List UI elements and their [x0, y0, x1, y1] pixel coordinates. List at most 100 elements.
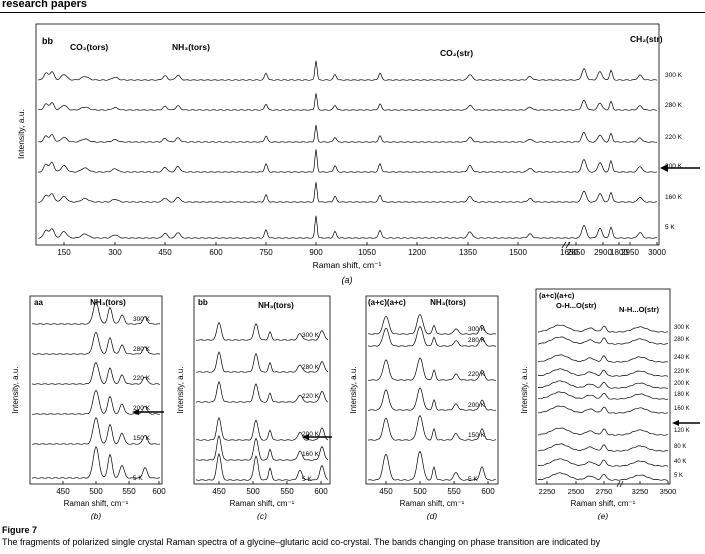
- panel-b-band: NH₃(tors): [90, 298, 126, 307]
- panel-c-xlabel: Raman shift, cm⁻¹: [230, 499, 295, 508]
- panel-c-band: NH₃(tors): [258, 301, 294, 310]
- c-ticks: 450 500 550 600: [212, 481, 328, 496]
- e-phase-arrow: [672, 420, 700, 426]
- e-axis-break: [616, 480, 624, 488]
- c-temp-label: 300 K: [302, 332, 320, 339]
- e-ticks: 2250 2500 2750 3250 3500: [539, 481, 677, 496]
- figure-7: Intensity, a.u. Raman shift, cm⁻¹ (a) bb…: [11, 23, 700, 520]
- a-tick: 1200: [408, 248, 426, 257]
- a-temp-label: 200 K: [665, 163, 683, 170]
- c-temp-label: 5 K: [302, 476, 312, 483]
- b-temp-label: 200 K: [133, 405, 151, 412]
- panel-a-label: (a): [342, 275, 353, 285]
- b-temp-label: 300 K: [133, 316, 151, 323]
- panel-d-ylabel: Intensity, a.u.: [349, 367, 358, 414]
- header-rule: [0, 12, 705, 13]
- panel-e-label: (e): [598, 511, 609, 520]
- a-temp-labels: 300 K 280 K 220 K 200 K 160 K 5 K: [665, 72, 683, 231]
- b-tick: 500: [89, 487, 103, 496]
- e-tick: 2500: [568, 487, 585, 496]
- panel-b-title: aa: [34, 298, 43, 307]
- caption-title: Figure 7: [2, 525, 38, 535]
- d-ticks: 450 500 550 600: [379, 481, 495, 496]
- a-tick: 150: [57, 248, 71, 257]
- e-temp-label: 300 K: [674, 325, 690, 331]
- panel-b-xlabel: Raman shift, cm⁻¹: [64, 499, 129, 508]
- a-tick: 1650: [560, 248, 578, 257]
- a-tick: 2900: [594, 248, 612, 257]
- c-tick: 450: [212, 487, 226, 496]
- panel-c: Intensity, a.u. bb NH₃(tors) Raman shift…: [176, 295, 332, 520]
- c-temp-label: 160 K: [302, 451, 320, 458]
- page-header: research papers: [0, 0, 705, 18]
- b-phase-arrow: [132, 409, 164, 415]
- spectra-layer: [31, 60, 669, 481]
- a-tick: 900: [309, 248, 323, 257]
- panel-b-ylabel: Intensity, a.u.: [11, 367, 20, 414]
- panel-e-title: (a+c)(a+c): [539, 291, 575, 300]
- e-temp-label: 120 K: [674, 428, 690, 434]
- panel-a-ylabel: Intensity, a.u.: [16, 109, 26, 159]
- d-temp-labels: 300 K 280 K 220 K 200 K 150 K 5 K: [468, 326, 486, 483]
- c-tick: 500: [246, 487, 260, 496]
- b-temp-label: 280 K: [133, 346, 151, 353]
- panel-d-xlabel: Raman shift, cm⁻¹: [400, 499, 465, 508]
- a-tick: 3000: [648, 248, 666, 257]
- a-tick: 1050: [358, 248, 376, 257]
- a-temp-label: 300 K: [665, 72, 683, 79]
- caption-text: The fragments of polarized single crysta…: [2, 537, 601, 547]
- a-tick: 1350: [459, 248, 477, 257]
- a-right-ticks: 2850 2900 2950 3000: [567, 242, 666, 257]
- b-ticks: 450 500 550 600: [56, 481, 166, 496]
- a-anno-co2-tors: CO₂(tors): [70, 42, 108, 52]
- c-tick: 600: [314, 487, 328, 496]
- a-tick: 300: [108, 248, 122, 257]
- panel-e-band2: N-H...O(str): [619, 305, 660, 314]
- a-tick: 450: [158, 248, 172, 257]
- e-temp-label: 180 K: [674, 392, 690, 398]
- header-text: research papers: [2, 0, 87, 10]
- a-temp-label: 220 K: [665, 134, 683, 141]
- panel-e-xlabel: Raman shift, cm⁻¹: [571, 499, 636, 508]
- a-tick: 750: [259, 248, 273, 257]
- e-temp-label: 220 K: [674, 369, 690, 375]
- e-temp-labels: 300 K 280 K 240 K 220 K 200 K 180 K 160 K 120 K…: [674, 325, 690, 479]
- a-tick: 1800: [610, 248, 628, 257]
- c-temp-label: 200 K: [302, 431, 320, 438]
- panel-c-title: bb: [198, 298, 208, 307]
- panel-a-xlabel: Raman shift, cm⁻¹: [313, 260, 382, 270]
- panel-a: Intensity, a.u. Raman shift, cm⁻¹ (a) bb…: [16, 23, 700, 285]
- panel-d-label: (d): [427, 511, 438, 520]
- b-temp-label: 220 K: [133, 375, 151, 382]
- e-tick: 2250: [539, 487, 556, 496]
- e-tick: 3250: [632, 487, 649, 496]
- c-tick: 550: [280, 487, 294, 496]
- d-temp-label: 150 K: [468, 432, 486, 439]
- panel-c-label: (c): [257, 511, 267, 520]
- c-temp-label: 220 K: [302, 393, 320, 400]
- a-anno-nh3-tors: NH₃(tors): [172, 42, 210, 52]
- panel-d-title: (a+c)(a+c): [368, 298, 406, 307]
- panel-c-ylabel: Intensity, a.u.: [176, 367, 185, 414]
- a-tick: 2950: [621, 248, 639, 257]
- a-left-ticks: 150 300 450 600 750 900 1050 1200 1350 1500 1650 18…: [57, 242, 628, 257]
- a-temp-label: 5 K: [665, 224, 675, 231]
- a-anno-bb: bb: [42, 36, 53, 46]
- d-tick: 450: [379, 487, 393, 496]
- e-temp-label: 40 K: [674, 459, 686, 465]
- d-temp-label: 220 K: [468, 371, 486, 378]
- e-temp-label: 240 K: [674, 355, 690, 361]
- d-temp-label: 5 K: [468, 476, 478, 483]
- panel-d: Intensity, a.u. (a+c)(a+c) NH₃(tors) Ram…: [349, 295, 499, 520]
- c-temp-labels: 300 K 280 K 220 K 200 K 160 K 5 K: [302, 332, 320, 483]
- panel-e-ylabel: Intensity, a.u.: [520, 367, 529, 414]
- a-anno-ch2-str: CH₂(str): [630, 34, 663, 44]
- b-tick: 600: [152, 487, 166, 496]
- a-tick: 1500: [509, 248, 527, 257]
- e-tick: 3500: [660, 487, 677, 496]
- e-temp-label: 200 K: [674, 381, 690, 387]
- panel-e-band1: O-H...O(str): [556, 301, 597, 310]
- a-phase-arrow: [660, 164, 700, 172]
- a-tick: 600: [209, 248, 223, 257]
- a-anno-co2-str: CO₂(str): [440, 48, 473, 58]
